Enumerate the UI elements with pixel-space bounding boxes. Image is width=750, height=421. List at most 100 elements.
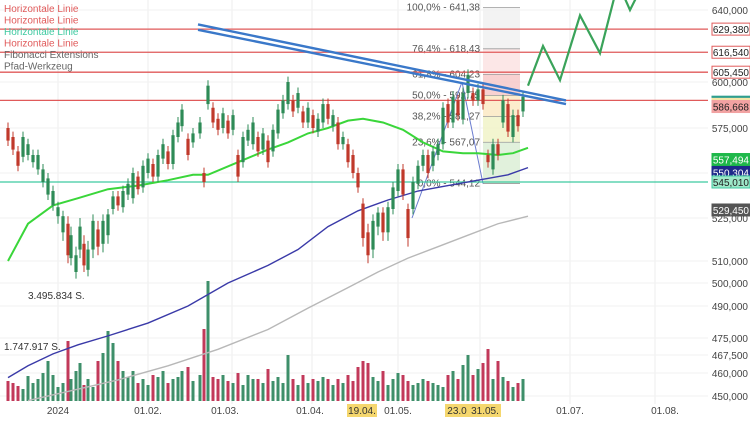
- candle-body: [78, 226, 82, 250]
- volume-bar: [91, 387, 95, 401]
- candle-body: [376, 212, 380, 227]
- candle-body: [176, 122, 180, 137]
- volume-bar: [151, 375, 155, 401]
- volume-bar: [371, 377, 375, 401]
- volume-bar: [291, 379, 295, 401]
- price-tag-label: 550,304: [713, 168, 750, 179]
- candle-body: [69, 235, 73, 259]
- volume-bar: [301, 375, 305, 401]
- volume-bar: [251, 379, 255, 401]
- legend-item: Horizontale Linie: [4, 4, 79, 15]
- candle-body: [136, 176, 140, 190]
- candle-body: [16, 151, 20, 166]
- volume-bar: [321, 377, 325, 401]
- volume-bar: [351, 381, 355, 401]
- price-tag-label: 605,450: [713, 68, 750, 79]
- price-tick-label: 467,500: [712, 351, 749, 362]
- volume-bar: [311, 379, 315, 401]
- candle-body: [381, 212, 385, 233]
- candle-body: [476, 89, 480, 101]
- candle-body: [271, 129, 275, 152]
- price-tags: 629,380616,540605,450589,029587,849586,6…: [711, 22, 750, 217]
- date-highlight: [445, 404, 469, 417]
- candle-body: [281, 100, 285, 114]
- legend-item: Fibonacci Extensions: [4, 50, 99, 61]
- price-tick-label: 640,000: [712, 6, 749, 17]
- candle-body: [291, 100, 295, 112]
- volume-bar: [401, 375, 405, 401]
- candle-body: [11, 137, 15, 150]
- candle-body: [231, 115, 235, 130]
- volume-bar: [521, 379, 525, 401]
- time-tick-label: 01.04.: [296, 406, 324, 417]
- volume-bar: [391, 379, 395, 401]
- candle-body: [431, 151, 435, 166]
- candle-body: [86, 249, 90, 270]
- volume-annotation: 3.495.834 S.: [28, 291, 85, 302]
- candle-body: [421, 155, 425, 166]
- candle-body: [126, 183, 130, 195]
- price-tag-label: 557,494: [713, 156, 750, 167]
- candle-body: [336, 122, 340, 145]
- candle-body: [166, 151, 170, 164]
- trendline[interactable]: [197, 28, 567, 106]
- fib-band: [483, 48, 520, 75]
- horizontal-lines[interactable]: [0, 28, 708, 183]
- price-tick-label: 575,000: [712, 124, 749, 135]
- candle-body: [411, 182, 415, 209]
- volume-bar: [506, 381, 510, 401]
- fib-level-label: 0,0% - 544,12: [418, 179, 481, 190]
- price-tag: [711, 22, 750, 36]
- volume-bar: [511, 387, 515, 401]
- time-axis[interactable]: 2024 01.02. 01.03. 01.04. 01.05. 01.07. 01.08.…: [47, 404, 679, 417]
- volume-bar: [361, 361, 365, 401]
- candle-body: [296, 93, 300, 108]
- candle-body: [116, 196, 120, 206]
- volume-bar: [51, 375, 55, 401]
- path-projection[interactable]: [526, 0, 650, 87]
- candle-body: [171, 135, 175, 164]
- price-tick-label: 490,000: [712, 302, 749, 313]
- volume-bar: [131, 371, 135, 401]
- trendline[interactable]: [197, 23, 567, 102]
- candle-body: [306, 107, 310, 123]
- trendlines[interactable]: [197, 23, 567, 106]
- candle-body: [501, 100, 505, 123]
- volume-bar: [36, 379, 40, 401]
- candle-body: [226, 120, 230, 134]
- candle-body: [74, 255, 78, 272]
- volume-bar: [46, 361, 50, 401]
- candle-body: [391, 187, 395, 209]
- date-highlight-label: 31.05.: [471, 406, 499, 417]
- time-tick-label: 01.07.: [556, 406, 584, 417]
- candle-body: [180, 109, 184, 127]
- candle-body: [251, 122, 255, 145]
- price-tag: [711, 45, 750, 59]
- legend-item: Pfad-Werkzeug: [4, 62, 73, 73]
- volume-bar: [481, 363, 485, 401]
- candle-body: [511, 115, 515, 137]
- date-highlight: [469, 404, 501, 417]
- path-line[interactable]: [526, 0, 650, 87]
- volume-bar: [156, 377, 160, 401]
- candle-body: [406, 209, 410, 239]
- volume-bar: [471, 375, 475, 401]
- candle-body: [316, 118, 320, 132]
- price-tag: [711, 203, 750, 217]
- volume-bar: [198, 375, 202, 401]
- volume-bar: [41, 373, 45, 401]
- candle-body: [286, 82, 290, 105]
- volume-bar: [431, 383, 435, 401]
- volume-bar: [236, 373, 240, 401]
- volume-bar: [221, 375, 225, 401]
- volume-bar: [451, 371, 455, 401]
- volume-bar: [226, 381, 230, 401]
- candle-body: [198, 122, 202, 134]
- volume-bar: [31, 383, 35, 401]
- volume-bar: [386, 385, 390, 401]
- candle-body: [146, 158, 150, 173]
- moving-average-line: [27, 215, 529, 402]
